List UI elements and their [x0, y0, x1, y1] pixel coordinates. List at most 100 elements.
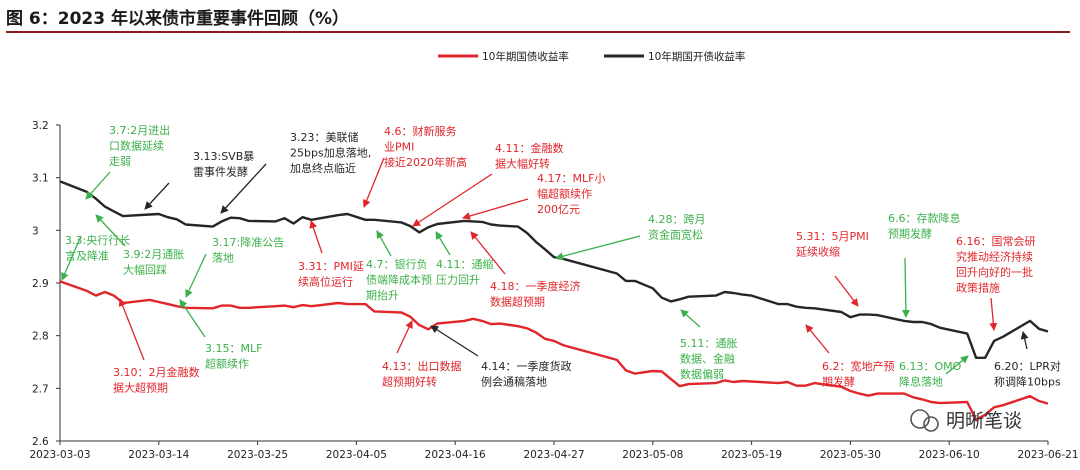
annotation-text: 压力回升	[436, 274, 480, 287]
annotation-text: 4.11：金融数	[495, 141, 564, 155]
annotation-text: 4.11：通缩	[436, 258, 494, 271]
annotation-arrow	[179, 299, 206, 338]
x-tick-label: 2023-04-16	[425, 449, 486, 461]
annotation-text: 据大超预期	[113, 381, 168, 395]
annotation-arrow	[396, 320, 413, 354]
annotation-text: 5.11：通胀	[680, 337, 738, 350]
annotation-arrow	[362, 157, 385, 208]
annotation-text: 数据、金融	[680, 352, 735, 366]
annotation-text: 3.31：PMI延	[298, 260, 364, 273]
annotation-arrow	[220, 163, 267, 214]
annotation-arrow	[470, 231, 506, 275]
annotation-text: 5.31：5月PMI	[796, 230, 869, 243]
annotation-text: 3.3:央行行长	[65, 234, 130, 247]
y-tick-label: 2.9	[32, 278, 49, 290]
annotation-text: 4.18：一季度经济	[490, 279, 581, 293]
figure-title: 图 6：2023 年以来债市重要事件回顾（%）	[6, 9, 350, 29]
annotation-text: 4.14：一季度货政	[481, 359, 572, 373]
annotation-23: 6.13：OMO 降息落地	[899, 355, 969, 389]
annotation-arrow	[834, 275, 859, 307]
annotation-text: 业PMI	[384, 141, 414, 154]
annotation-arrow	[412, 173, 493, 227]
annotation-arrow	[945, 355, 969, 375]
annotation-text: 债端降成本预	[366, 273, 432, 287]
x-tick-label: 2023-03-03	[29, 449, 90, 461]
annotation-text: 称调降10bps	[994, 375, 1061, 389]
annotation-text: 究推动经济持续	[956, 250, 1033, 264]
annotation-text: 3.10：2月金融数	[113, 365, 200, 379]
watermark: 明晰笔谈	[910, 409, 1022, 432]
annotation-20: 5.31：5月PMI 延续收缩	[796, 230, 869, 307]
watermark-text: 明晰笔谈	[946, 410, 1022, 432]
annotation-arrow	[680, 309, 701, 328]
annotation-arrow	[118, 298, 145, 361]
x-tick-label: 2023-04-27	[523, 449, 584, 461]
annotation-arrow	[462, 198, 529, 220]
y-tick-label: 3.2	[32, 120, 49, 132]
annotation-text: 雷事件发酵	[193, 165, 248, 179]
annotation-text: 4.13：出口数据	[382, 359, 462, 373]
x-tick-label: 2023-04-05	[326, 449, 387, 461]
annotation-text: 200亿元	[537, 203, 580, 216]
annotation-arrow	[309, 220, 323, 254]
annotation-arrow	[376, 230, 392, 257]
annotation-text: 资金面宽松	[648, 228, 703, 242]
annotation-arrow	[61, 235, 82, 281]
annotation-arrow	[989, 297, 998, 331]
annotation-8: 3.23：美联储 25bps加息落地,加息终点临近	[220, 130, 371, 214]
annotation-text: 加息终点临近	[290, 161, 356, 175]
x-tick-label: 2023-06-10	[919, 449, 980, 461]
annotation-text: 6.16：国常会研	[956, 235, 1036, 248]
annotation-text: 走弱	[109, 155, 131, 168]
annotation-text: 例会通稿落地	[481, 375, 547, 389]
annotation-text: 续高位运行	[298, 275, 353, 289]
legend-label-cdb: 10年期国开债收益率	[648, 50, 745, 63]
annotation-text: 期抬升	[366, 288, 399, 302]
annotation-text: 6.20：LPR对	[994, 359, 1061, 373]
annotation-arrow	[1020, 331, 1029, 350]
annotation-text: 接近2020年新高	[384, 155, 467, 169]
x-tick-label: 2023-05-19	[721, 449, 782, 461]
annotation-text: 数据超预期	[490, 295, 545, 309]
series-line-treasury-yield	[59, 280, 1049, 422]
annotation-text: 超预期好转	[382, 375, 437, 389]
annotation-text: 6.2：宽地产预	[822, 359, 895, 373]
annotation-text: 3.17:降准公告	[212, 235, 284, 249]
annotation-arrow	[144, 182, 170, 210]
x-tick-label: 2023-05-08	[622, 449, 683, 461]
wechat-icon	[910, 409, 930, 429]
annotation-text: 政策措施	[956, 281, 1000, 295]
annotation-text: 3.15：MLF	[205, 342, 262, 355]
annotation-arrow	[430, 325, 479, 357]
wechat-icon-bubble	[923, 416, 939, 432]
annotation-text: 4.6：财新服务	[384, 124, 457, 138]
annotation-text: 大幅回踩	[123, 263, 167, 277]
y-tick-label: 3.1	[32, 173, 49, 185]
annotation-text: 3.7:2月进出	[109, 123, 170, 137]
annotation-text: 回升向好的一批	[956, 265, 1033, 279]
annotation-text: 预期发酵	[888, 227, 932, 241]
y-tick-label: 2.8	[32, 331, 49, 343]
x-tick-label: 2023-03-14	[128, 449, 189, 461]
annotation-text: 据大幅好转	[495, 157, 550, 171]
annotation-arrow	[805, 324, 830, 354]
series-line-cdb-yield	[59, 180, 1049, 359]
